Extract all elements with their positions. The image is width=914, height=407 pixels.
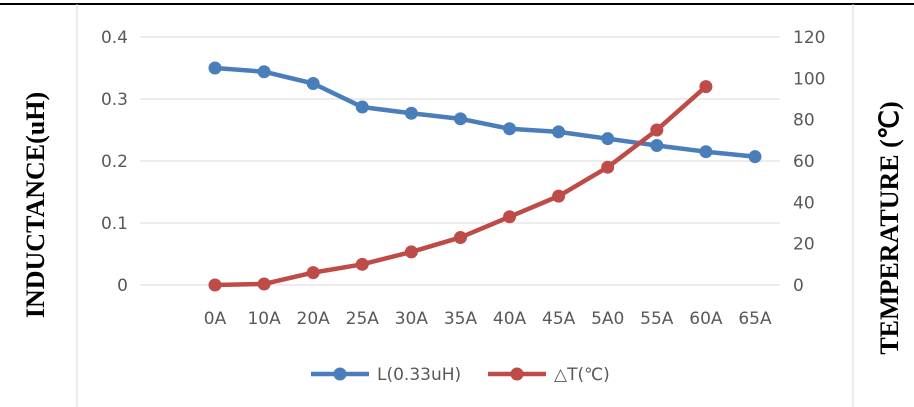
y2-tick-label: 100 xyxy=(793,69,825,89)
data-point xyxy=(552,190,565,203)
data-point xyxy=(552,125,565,138)
y2-tick-label: 40 xyxy=(793,193,815,213)
x-tick-label: 10A xyxy=(247,309,281,329)
x-tick-label: 40A xyxy=(493,309,527,329)
y2-tick-label: 120 xyxy=(793,28,825,48)
data-point xyxy=(699,80,712,93)
y2-tick-label: 80 xyxy=(793,111,815,131)
data-point xyxy=(650,124,663,137)
legend-label: L(0.33uH) xyxy=(377,365,461,385)
legend-swatch-marker xyxy=(511,368,524,381)
gridlines xyxy=(140,37,780,285)
data-point xyxy=(650,139,663,152)
data-point xyxy=(454,231,467,244)
x-tick-label: 35A xyxy=(444,309,478,329)
chart-frame xyxy=(0,4,914,407)
y2-tick-label: 60 xyxy=(793,152,815,172)
data-point xyxy=(307,266,320,279)
y-tick-label: 0.1 xyxy=(101,214,128,234)
data-point xyxy=(454,112,467,125)
data-point xyxy=(209,279,222,292)
x-tick-label: 60A xyxy=(689,309,723,329)
y-tick-label: 0 xyxy=(117,276,128,296)
legend-swatch-marker xyxy=(334,368,347,381)
x-tick-label: 0A xyxy=(204,309,227,329)
x-axis-ticks: 0A 10A 20A 25A 30A 35A 40A 45A 5A0 55A 60A 65A xyxy=(204,309,772,329)
left-axis-ticks: 0 0.1 0.2 0.3 0.4 xyxy=(101,28,128,296)
data-point xyxy=(405,245,418,258)
x-tick-label: 65A xyxy=(738,309,772,329)
data-point xyxy=(503,210,516,223)
x-tick-label: 25A xyxy=(346,309,380,329)
y2-tick-label: 0 xyxy=(793,276,804,296)
legend-label: △T(℃) xyxy=(554,365,610,385)
right-axis-ticks: 0 20 40 60 80 100 120 xyxy=(793,28,825,296)
data-point xyxy=(356,258,369,271)
data-point xyxy=(356,101,369,114)
y2-axis-title: TEMPERATURE (℃) xyxy=(875,101,904,354)
data-point xyxy=(258,277,271,290)
legend: L(0.33uH) △T(℃) xyxy=(311,365,610,385)
x-tick-label: 30A xyxy=(395,309,429,329)
y-tick-label: 0.4 xyxy=(101,28,128,48)
x-tick-label: 55A xyxy=(640,309,674,329)
data-point xyxy=(503,122,516,135)
y2-tick-label: 20 xyxy=(793,235,815,255)
data-point xyxy=(601,132,614,145)
data-point xyxy=(749,150,762,163)
data-point xyxy=(209,62,222,75)
y-axis-title: INDUCTANCE(uH) xyxy=(21,92,50,318)
data-point xyxy=(601,161,614,174)
x-tick-label: 45A xyxy=(542,309,576,329)
x-tick-label: 20A xyxy=(297,309,331,329)
data-point xyxy=(258,65,271,78)
x-tick-label: 5A0 xyxy=(591,309,624,329)
data-point xyxy=(307,77,320,90)
y-tick-label: 0.3 xyxy=(101,90,128,110)
y-tick-label: 0.2 xyxy=(101,152,128,172)
series-group xyxy=(209,62,762,292)
data-point xyxy=(405,107,418,120)
data-point xyxy=(699,145,712,158)
